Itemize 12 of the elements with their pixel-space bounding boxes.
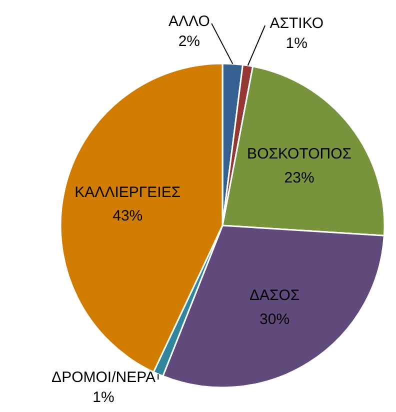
data-label: 1% [286, 35, 308, 52]
slice-label: ΔΑΣΟΣ [249, 287, 300, 304]
slice-label: ΚΑΛΛΙΕΡΓΕΙΕΣ [74, 184, 181, 201]
data-label: 1% [92, 389, 114, 406]
data-label: 23% [284, 169, 314, 186]
data-label: 43% [112, 208, 143, 225]
slice-label: ΒΟΣΚΟΤΟΠΟΣ [247, 146, 352, 163]
slice-label: ΑΛΛΟ [168, 12, 210, 30]
slice-label: ΔΡΟΜΟΙ/ΝΕΡΑ [52, 368, 156, 386]
data-label: 2% [178, 33, 200, 50]
data-label: 30% [260, 310, 290, 328]
slice-label: ΑΣΤΙΚΟ [270, 14, 324, 32]
